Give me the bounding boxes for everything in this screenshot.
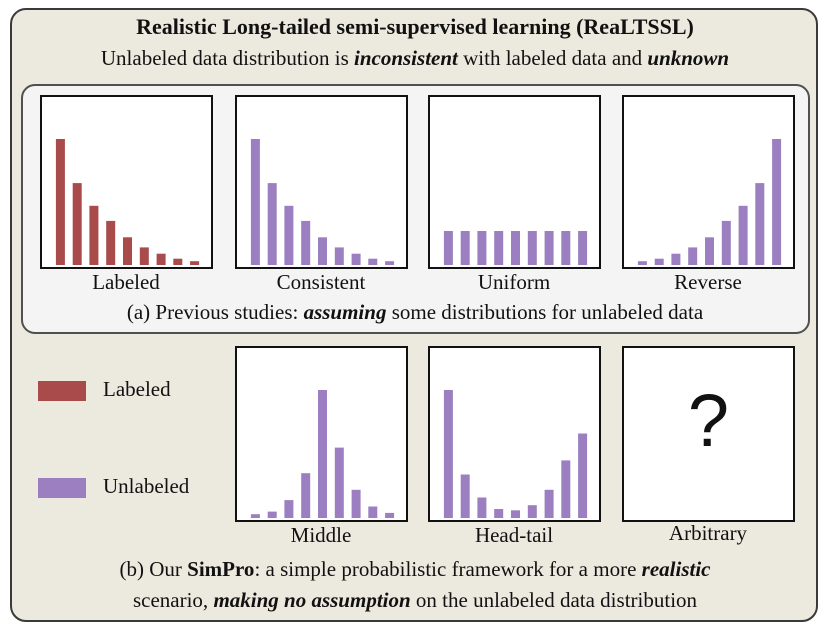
bar — [368, 506, 378, 518]
bar — [511, 510, 520, 518]
bar — [318, 390, 327, 518]
bar — [267, 511, 277, 518]
bar — [460, 231, 470, 265]
bar — [334, 447, 344, 518]
bar — [156, 253, 166, 265]
bar — [173, 258, 183, 265]
legend-labeled-text: Labeled — [103, 377, 171, 401]
bar — [544, 231, 554, 265]
panel-middle — [235, 346, 408, 522]
bar — [267, 183, 277, 265]
bar — [561, 460, 571, 518]
panel-reverse — [622, 95, 795, 269]
bars-consistent — [250, 139, 395, 265]
bar — [738, 205, 748, 265]
question-mark-icon: ? — [687, 379, 730, 462]
bar — [250, 514, 260, 518]
bar — [318, 237, 327, 265]
bar — [460, 474, 470, 518]
bar — [511, 231, 520, 265]
figure-subtitle: Unlabeled data distribution is inconsist… — [100, 46, 730, 70]
label-arbitrary: Arbitrary — [668, 521, 748, 545]
bar — [334, 247, 344, 265]
bar — [284, 500, 294, 518]
bar — [190, 261, 200, 265]
bar — [578, 433, 588, 518]
bar — [351, 489, 361, 518]
bar — [123, 237, 132, 265]
bar — [139, 247, 149, 265]
figure-title: Realistic Long-tailed semi-supervised le… — [136, 14, 694, 39]
label-head-tail: Head-tail — [474, 523, 554, 547]
bar — [527, 231, 537, 265]
label-reverse: Reverse — [674, 270, 742, 294]
bar — [301, 473, 311, 518]
bar — [351, 253, 361, 265]
bar — [250, 139, 260, 265]
bar — [494, 231, 504, 265]
legend-labeled-swatch — [38, 381, 86, 401]
legend-unlabeled-text: Unlabeled — [103, 474, 190, 498]
bar — [578, 231, 588, 265]
panel-uniform — [428, 95, 601, 269]
bar — [301, 220, 311, 265]
label-uniform: Uniform — [477, 270, 551, 294]
panel-consistent — [235, 95, 408, 269]
bar — [671, 253, 681, 265]
bar — [688, 247, 698, 265]
caption-a: (a) Previous studies: assuming some dist… — [126, 300, 704, 324]
bar — [106, 220, 116, 265]
bars-head-tail — [443, 390, 588, 518]
bar — [443, 390, 453, 518]
bar — [443, 231, 453, 265]
bar — [544, 489, 554, 518]
bar — [755, 183, 765, 265]
bar — [368, 258, 378, 265]
bar — [772, 139, 782, 265]
bar — [477, 497, 487, 518]
bar — [637, 261, 647, 265]
bars-reverse — [637, 139, 782, 265]
bar — [385, 512, 395, 518]
label-consistent: Consistent — [276, 270, 366, 294]
bar — [705, 237, 714, 265]
caption-b-line2: scenario, making no assumption on the un… — [132, 588, 698, 612]
label-middle: Middle — [290, 523, 352, 547]
bar — [284, 205, 294, 265]
panel-head-tail — [428, 346, 601, 522]
bar — [654, 258, 664, 265]
bar — [72, 183, 82, 265]
bar — [477, 231, 487, 265]
bars-labeled — [55, 139, 200, 265]
panel-arbitrary: ? — [622, 346, 795, 522]
bar — [89, 205, 99, 265]
panel-labeled — [40, 95, 213, 269]
bar — [561, 231, 571, 265]
caption-b-line1: (b) Our SimPro: a simple probabilistic f… — [119, 557, 711, 581]
label-labeled: Labeled — [92, 270, 160, 294]
bars-uniform — [443, 231, 588, 265]
bar — [385, 261, 395, 265]
legend-unlabeled-swatch — [38, 478, 86, 498]
bar — [494, 509, 504, 518]
bars-middle — [250, 390, 395, 518]
bar — [55, 139, 65, 265]
bar — [527, 505, 537, 518]
bar — [721, 220, 731, 265]
